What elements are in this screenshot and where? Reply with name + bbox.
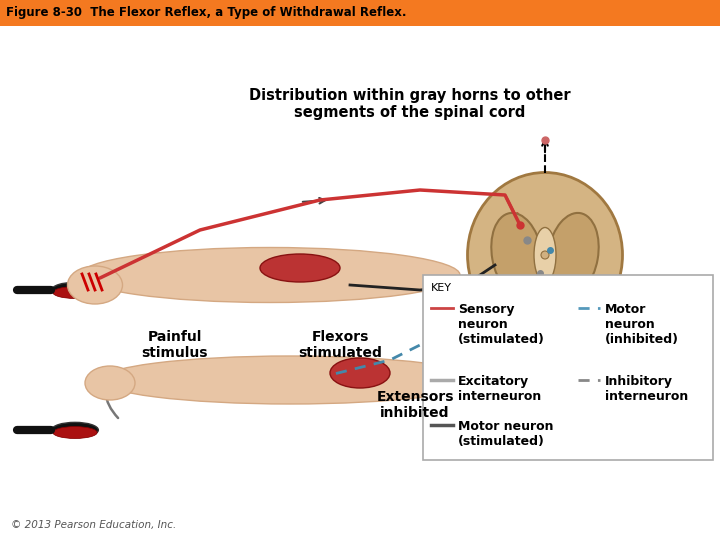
Text: Painful
stimulus: Painful stimulus (142, 330, 208, 360)
Ellipse shape (260, 254, 340, 282)
Ellipse shape (491, 213, 543, 297)
Text: KEY: KEY (431, 283, 452, 293)
Ellipse shape (80, 247, 460, 302)
Text: Motor neuron
(stimulated): Motor neuron (stimulated) (458, 420, 554, 448)
Ellipse shape (53, 427, 97, 438)
Text: Sensory
neuron
(stimulated): Sensory neuron (stimulated) (458, 303, 545, 346)
Ellipse shape (68, 266, 122, 304)
Ellipse shape (53, 287, 97, 299)
Ellipse shape (547, 213, 599, 297)
Text: Motor
neuron
(inhibited): Motor neuron (inhibited) (605, 303, 679, 346)
Text: Extensors
inhibited: Extensors inhibited (377, 390, 454, 420)
Text: Excitatory
interneuron: Excitatory interneuron (458, 375, 541, 403)
Text: Figure 8-30  The Flexor Reflex, a Type of Withdrawal Reflex.: Figure 8-30 The Flexor Reflex, a Type of… (6, 6, 407, 19)
Ellipse shape (85, 366, 135, 400)
Bar (423, 275, 713, 460)
Ellipse shape (541, 251, 549, 259)
Ellipse shape (467, 172, 623, 338)
Ellipse shape (52, 282, 99, 298)
Text: Flexors
stimulated: Flexors stimulated (298, 330, 382, 360)
Text: © 2013 Pearson Education, Inc.: © 2013 Pearson Education, Inc. (11, 520, 176, 530)
Ellipse shape (100, 356, 480, 404)
Ellipse shape (52, 422, 99, 437)
Text: Distribution within gray horns to other
segments of the spinal cord: Distribution within gray horns to other … (249, 88, 571, 120)
Bar (0, 0, 720, 26)
Ellipse shape (330, 358, 390, 388)
Ellipse shape (534, 227, 556, 282)
Text: Inhibitory
interneuron: Inhibitory interneuron (605, 375, 688, 403)
